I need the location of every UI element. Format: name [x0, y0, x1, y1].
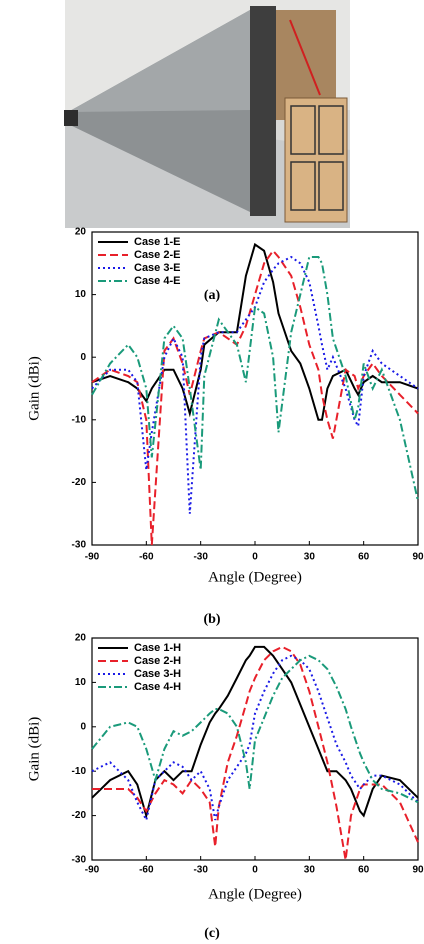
photo-patch — [290, 105, 316, 155]
legend-label: Case 2-H — [134, 655, 181, 667]
y-tick-label: -10 — [72, 414, 87, 425]
y-tick-label: 10 — [75, 677, 87, 688]
series-line — [91, 242, 419, 421]
y-tick-label: -20 — [72, 810, 87, 821]
caption: (a) — [204, 288, 221, 303]
y-tick-label: 0 — [80, 352, 86, 363]
y-tick-label: 10 — [75, 289, 87, 300]
photo-board — [284, 97, 348, 223]
legend-label: Case 1-E — [134, 236, 180, 248]
y-axis-label: Gain (dBi) — [26, 717, 42, 782]
legend-label: Case 3-E — [134, 262, 180, 274]
y-tick-label: 20 — [75, 633, 87, 644]
photo — [64, 0, 350, 228]
x-tick-label: -60 — [139, 865, 154, 876]
legend-label: Case 2-E — [134, 249, 180, 261]
x-tick-label: 90 — [412, 865, 424, 876]
y-tick-label: -30 — [72, 540, 87, 551]
photo-patch — [318, 161, 344, 211]
photo-arrow — [289, 19, 321, 96]
y-tick-label: 0 — [80, 721, 86, 732]
y-axis-label: Gain (dBi) — [26, 356, 42, 421]
x-tick-label: 90 — [412, 552, 424, 563]
photo-patch — [318, 105, 344, 155]
series-line — [91, 249, 419, 546]
x-tick-label: 0 — [252, 865, 258, 876]
caption: (b) — [203, 612, 220, 627]
legend-label: Case 4-H — [134, 681, 181, 693]
series-line — [92, 645, 419, 861]
photo-feed — [64, 110, 78, 126]
y-tick-label: -10 — [72, 766, 87, 777]
x-tick-label: 30 — [304, 865, 316, 876]
x-tick-label: -30 — [193, 865, 208, 876]
x-tick-label: 30 — [304, 552, 316, 563]
legend-label: Case 4-E — [134, 275, 180, 287]
photo-patch — [290, 161, 316, 211]
series-line — [91, 654, 419, 823]
y-tick-label: -30 — [72, 855, 87, 866]
x-tick-label: -90 — [85, 865, 100, 876]
x-axis-label: Angle (Degree) — [208, 886, 302, 902]
x-axis-label: Angle (Degree) — [208, 569, 302, 585]
series-line — [91, 255, 419, 514]
photo-frame — [250, 6, 276, 216]
x-tick-label: -30 — [193, 552, 208, 563]
y-tick-label: -20 — [72, 477, 87, 488]
legend-label: Case 1-H — [134, 642, 181, 654]
caption: (c) — [204, 926, 220, 941]
photo-horn-top — [68, 10, 250, 112]
x-tick-label: -60 — [139, 552, 154, 563]
x-tick-label: 60 — [358, 865, 370, 876]
y-tick-label: 20 — [75, 227, 87, 238]
x-tick-label: 0 — [252, 552, 258, 563]
x-tick-label: 60 — [358, 552, 370, 563]
x-tick-label: -90 — [85, 552, 100, 563]
series-line — [91, 654, 419, 804]
legend-label: Case 3-H — [134, 668, 181, 680]
series-line — [91, 256, 419, 502]
